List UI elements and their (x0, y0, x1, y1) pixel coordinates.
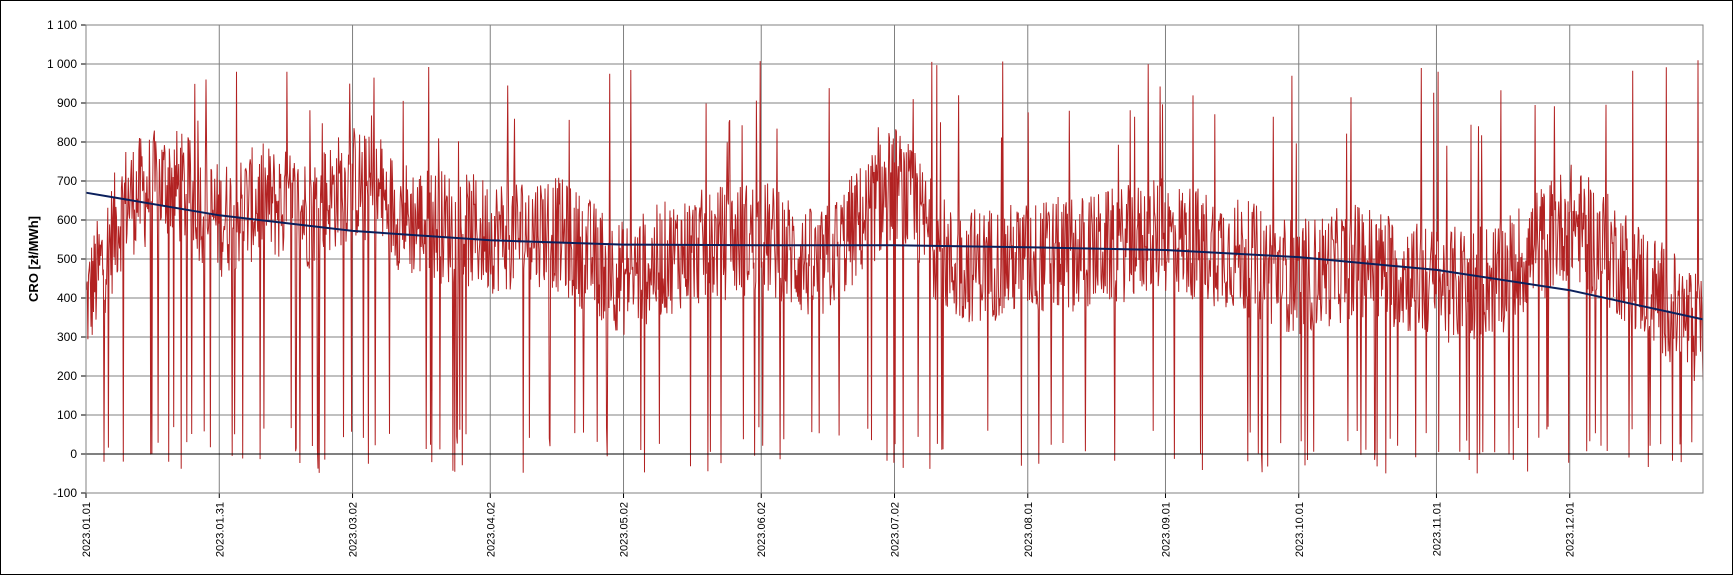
y-tick-label: 700 (57, 174, 77, 188)
x-tick-label: 2023.06.02 (756, 502, 768, 557)
x-tick-label: 2023.09.01 (1160, 502, 1172, 557)
series-group (85, 60, 1704, 474)
x-tick-label: 2023.04.02 (485, 502, 497, 557)
y-tick-label: 1 000 (47, 57, 77, 71)
x-tick-label: 2023.08.01 (1023, 502, 1035, 557)
y-tick-label: 800 (57, 135, 77, 149)
plot-border (85, 24, 1704, 494)
x-tick-label: 2023.10.01 (1294, 502, 1306, 557)
y-tick-label: -100 (53, 486, 77, 500)
y-tick-label: 300 (57, 330, 77, 344)
x-tick-label: 2023.07.02 (890, 502, 902, 557)
y-tick-label: 100 (57, 408, 77, 422)
y-tick-label: 400 (57, 291, 77, 305)
y-tick-label: 1 100 (47, 18, 77, 32)
y-tick-label: 500 (57, 252, 77, 266)
x-tick-label: 2023.12.01 (1565, 502, 1577, 557)
y-axis-label: CRO [zł/MWh] (26, 216, 41, 302)
x-tick-label: 2023.11.01 (1431, 502, 1443, 556)
x-tick-label: 2023.03.02 (348, 502, 360, 557)
y-tick-label: 600 (57, 213, 77, 227)
y-tick-label: 0 (70, 447, 77, 461)
x-tick-label: 2023.01.31 (214, 502, 226, 557)
x-tick-label: 2023.05.02 (619, 502, 631, 557)
x-axis-ticks: 2023.01.01 2023.01.31 2023.03.02 2023.04.02… (81, 493, 1577, 557)
series-hourly-line (85, 60, 1704, 474)
series-trend-line (85, 191, 1704, 321)
y-tick-label: 900 (57, 96, 77, 110)
x-tick-label: 2023.01.01 (81, 502, 93, 557)
y-tick-label: 200 (57, 369, 77, 383)
